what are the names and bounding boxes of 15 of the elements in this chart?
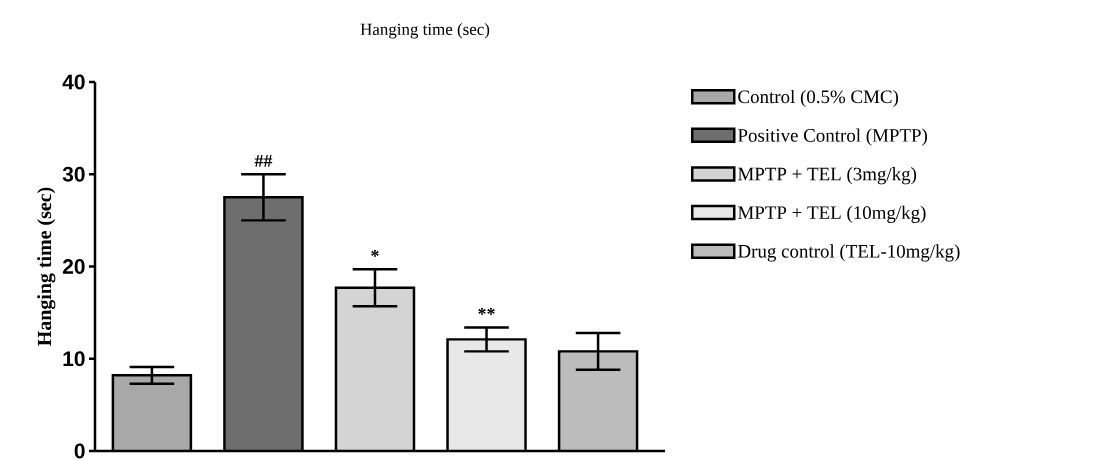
- y-tick-label: 40: [62, 74, 85, 90]
- y-tick-label: 10: [63, 351, 85, 367]
- data-label: *: [371, 249, 379, 257]
- legend-label: MPTP + TEL (3mg/kg): [738, 167, 917, 185]
- y-tick-label: 20: [62, 259, 85, 274]
- legend-label: Positive Control (MPTP): [738, 128, 927, 146]
- chart-title: Hanging time (sec): [360, 23, 490, 39]
- data-label: **: [478, 308, 495, 315]
- y-axis-title: Hanging time (sec): [37, 187, 56, 346]
- legend-label: Control (0.5% CMC): [738, 89, 899, 108]
- legend-label: Drug control (TEL-10mg/kg): [738, 244, 960, 262]
- y-tick-label: 30: [62, 166, 85, 182]
- data-label: ##: [254, 154, 273, 167]
- legend-label: MPTP + TEL (10mg/kg): [738, 205, 926, 223]
- y-tick-label: 0: [74, 443, 85, 459]
